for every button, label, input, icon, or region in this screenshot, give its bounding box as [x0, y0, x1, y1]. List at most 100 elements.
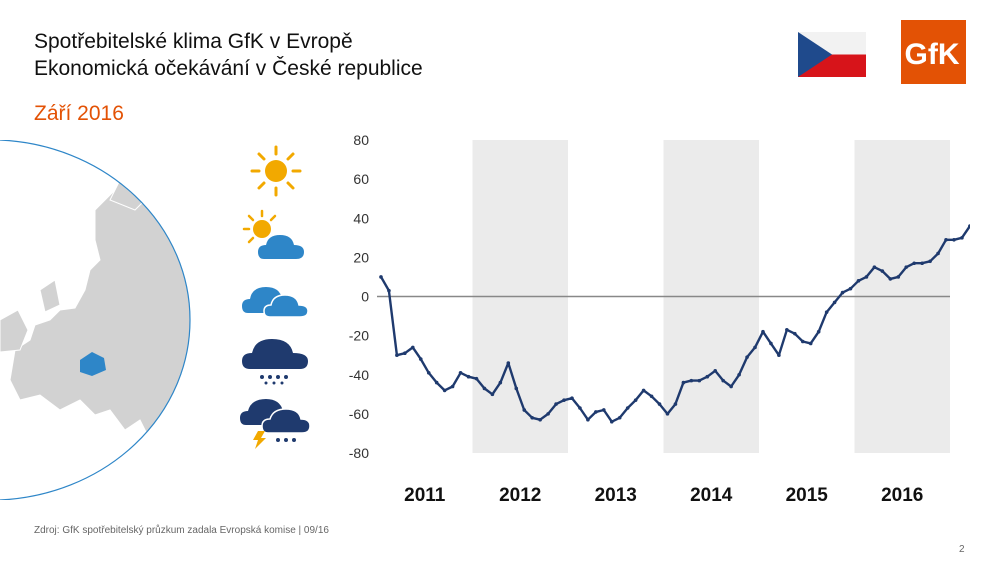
data-point — [450, 384, 455, 389]
data-point — [578, 406, 582, 410]
x-year-label: 2013 — [595, 485, 637, 506]
data-point — [824, 310, 829, 314]
data-point — [673, 402, 678, 406]
data-point — [411, 345, 415, 350]
data-point — [586, 417, 590, 422]
source-note: Zdroj: GfK spotřebitelský průzkum zadala… — [34, 525, 329, 536]
data-point — [968, 224, 970, 228]
data-point — [609, 419, 614, 424]
data-point — [928, 259, 932, 264]
data-point — [856, 279, 861, 283]
data-point — [920, 261, 924, 266]
data-point — [785, 327, 789, 332]
data-point — [944, 237, 948, 242]
data-point — [793, 331, 797, 336]
consumer-climate-chart: 80 60 40 20 0 -20 -40 -60 -80 2011 2012 2013 2014 201… — [349, 132, 970, 506]
title-line-2: Ekonomická očekávání v České republice — [34, 57, 423, 80]
data-point — [546, 412, 550, 416]
data-point — [570, 396, 574, 401]
page-title: Spotřebitelské klima GfK v Evropě Ekonom… — [34, 28, 423, 82]
data-point — [633, 398, 638, 402]
data-point — [442, 388, 447, 393]
y-tick-label: 80 — [353, 132, 369, 148]
data-point — [522, 408, 527, 412]
y-tick-label: 60 — [353, 171, 369, 187]
data-point — [641, 388, 646, 393]
data-point — [729, 384, 733, 389]
data-point — [880, 269, 885, 273]
y-tick-label: -20 — [349, 328, 369, 344]
czech-republic-highlight — [80, 352, 106, 376]
data-point — [808, 341, 813, 346]
data-point — [625, 406, 630, 410]
data-point — [395, 353, 399, 357]
data-point — [745, 355, 749, 359]
data-point — [896, 275, 901, 279]
data-point — [426, 370, 431, 375]
y-tick-label: 20 — [353, 249, 369, 265]
data-point — [403, 351, 407, 356]
x-year-label: 2011 — [404, 485, 446, 506]
title-line-1: Spotřebitelské klima GfK v Evropě — [34, 30, 353, 53]
data-point — [665, 412, 670, 416]
y-tick-label: -60 — [349, 406, 369, 422]
storm-icon — [240, 399, 311, 449]
data-point — [872, 265, 877, 269]
data-point — [848, 286, 853, 291]
y-tick-label: -80 — [349, 445, 369, 461]
svg-text:GfK: GfK — [905, 38, 960, 71]
data-point — [657, 402, 662, 406]
data-point — [602, 408, 606, 412]
date-subtitle: Září 2016 — [34, 102, 124, 125]
data-point — [761, 329, 765, 334]
x-year-label: 2014 — [690, 485, 733, 506]
data-point — [960, 236, 964, 240]
data-point — [562, 398, 566, 402]
y-tick-label: 40 — [353, 210, 369, 226]
data-point — [713, 369, 718, 373]
sun-icon — [250, 145, 302, 197]
data-point — [379, 275, 383, 279]
y-tick-label: 0 — [361, 289, 369, 305]
data-point — [777, 353, 781, 357]
sun-cloud-icon — [242, 209, 304, 259]
data-point — [498, 380, 503, 385]
europe-map — [0, 140, 191, 500]
data-point — [490, 392, 495, 397]
data-point — [506, 361, 511, 365]
data-point — [721, 378, 725, 383]
x-year-label: 2012 — [499, 485, 541, 506]
page-number: 2 — [959, 544, 965, 555]
data-point — [904, 265, 909, 269]
data-point — [769, 341, 773, 346]
data-point — [737, 372, 741, 377]
data-point — [697, 378, 702, 383]
data-point — [530, 415, 534, 420]
x-year-label: 2016 — [881, 485, 923, 506]
y-tick-label: -40 — [349, 367, 369, 383]
data-point — [418, 357, 423, 361]
czech-flag-icon — [798, 32, 866, 77]
data-point — [466, 374, 471, 379]
data-point — [681, 380, 686, 385]
data-point — [514, 386, 519, 391]
data-point — [387, 288, 391, 293]
data-point — [912, 261, 916, 266]
rain-icon — [242, 339, 308, 385]
data-point — [689, 378, 694, 383]
data-point — [458, 370, 463, 375]
gfk-logo: GfK — [901, 20, 966, 84]
clouds-icon — [242, 287, 309, 318]
data-point — [888, 277, 893, 281]
data-point — [936, 251, 940, 256]
data-point — [832, 300, 837, 305]
data-point — [816, 329, 821, 334]
data-point — [482, 386, 487, 391]
data-point — [617, 415, 622, 420]
data-point — [649, 394, 654, 399]
data-point — [538, 417, 542, 422]
data-point — [840, 290, 845, 295]
data-point — [705, 374, 710, 379]
data-point — [474, 376, 479, 381]
data-point — [800, 339, 805, 344]
